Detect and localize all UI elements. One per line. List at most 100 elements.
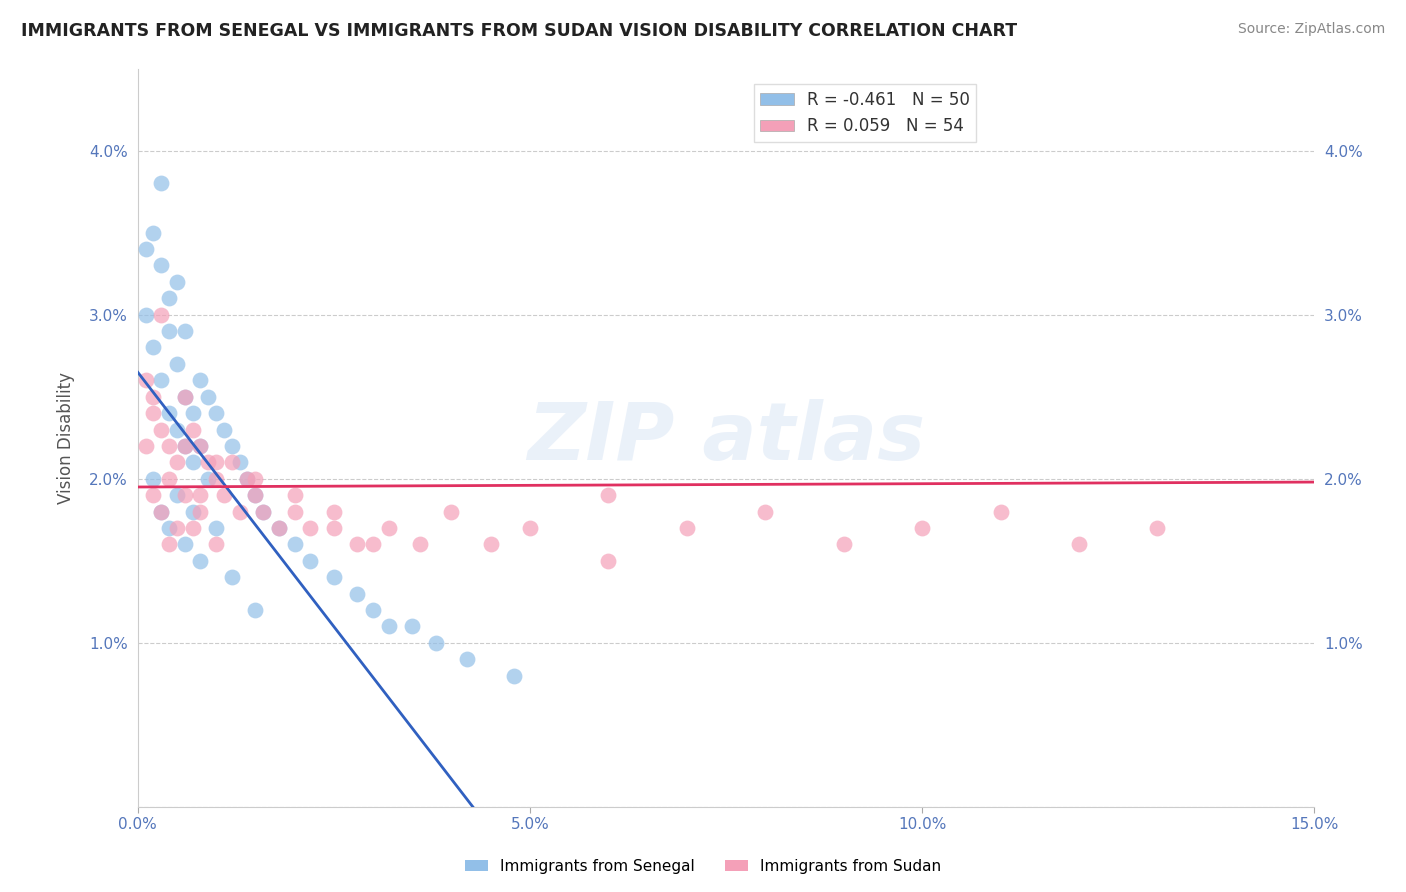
Point bbox=[377, 619, 399, 633]
Point bbox=[181, 423, 204, 437]
Point bbox=[252, 505, 274, 519]
Point bbox=[401, 619, 423, 633]
Point bbox=[190, 439, 212, 453]
Point bbox=[150, 505, 173, 519]
Point bbox=[181, 521, 204, 535]
Point bbox=[134, 373, 156, 387]
Point bbox=[150, 259, 173, 273]
Point bbox=[346, 537, 368, 551]
Point bbox=[221, 455, 243, 469]
Point bbox=[166, 521, 188, 535]
Point bbox=[409, 537, 432, 551]
Text: IMMIGRANTS FROM SENEGAL VS IMMIGRANTS FROM SUDAN VISION DISABILITY CORRELATION C: IMMIGRANTS FROM SENEGAL VS IMMIGRANTS FR… bbox=[21, 22, 1017, 40]
Point bbox=[425, 636, 447, 650]
Point bbox=[212, 423, 235, 437]
Point bbox=[173, 439, 195, 453]
Point bbox=[166, 357, 188, 371]
Point bbox=[205, 537, 228, 551]
Point bbox=[181, 455, 204, 469]
Point bbox=[197, 472, 219, 486]
Point bbox=[322, 505, 344, 519]
Point bbox=[150, 177, 173, 191]
Point bbox=[157, 521, 180, 535]
Point bbox=[166, 455, 188, 469]
Point bbox=[503, 669, 526, 683]
Point bbox=[205, 521, 228, 535]
Point bbox=[190, 439, 212, 453]
Point bbox=[675, 521, 697, 535]
Point bbox=[361, 603, 384, 617]
Point bbox=[142, 226, 165, 240]
Point bbox=[228, 505, 250, 519]
Point bbox=[173, 390, 195, 404]
Point bbox=[157, 406, 180, 420]
Point bbox=[197, 455, 219, 469]
Point bbox=[173, 439, 195, 453]
Point bbox=[142, 472, 165, 486]
Point bbox=[173, 537, 195, 551]
Point bbox=[150, 308, 173, 322]
Point bbox=[166, 423, 188, 437]
Point bbox=[346, 587, 368, 601]
Point bbox=[283, 488, 305, 502]
Point bbox=[245, 472, 267, 486]
Point bbox=[150, 505, 173, 519]
Point bbox=[190, 554, 212, 568]
Point bbox=[157, 537, 180, 551]
Point bbox=[990, 505, 1012, 519]
Point bbox=[142, 406, 165, 420]
Point bbox=[754, 505, 776, 519]
Point bbox=[134, 439, 156, 453]
Point bbox=[322, 521, 344, 535]
Text: Source: ZipAtlas.com: Source: ZipAtlas.com bbox=[1237, 22, 1385, 37]
Point bbox=[134, 242, 156, 256]
Point bbox=[245, 488, 267, 502]
Point bbox=[519, 521, 541, 535]
Point bbox=[245, 603, 267, 617]
Point bbox=[205, 472, 228, 486]
Point bbox=[245, 488, 267, 502]
Legend: R = -0.461   N = 50, R = 0.059   N = 54: R = -0.461 N = 50, R = 0.059 N = 54 bbox=[754, 84, 977, 142]
Point bbox=[911, 521, 934, 535]
Point bbox=[205, 406, 228, 420]
Point bbox=[150, 423, 173, 437]
Point bbox=[157, 439, 180, 453]
Point bbox=[190, 505, 212, 519]
Point bbox=[221, 570, 243, 584]
Y-axis label: Vision Disability: Vision Disability bbox=[58, 372, 75, 504]
Point bbox=[212, 488, 235, 502]
Point bbox=[181, 505, 204, 519]
Point bbox=[377, 521, 399, 535]
Point bbox=[150, 373, 173, 387]
Point bbox=[236, 472, 259, 486]
Point bbox=[598, 554, 620, 568]
Point bbox=[142, 488, 165, 502]
Point bbox=[228, 455, 250, 469]
Point bbox=[283, 537, 305, 551]
Point bbox=[1146, 521, 1168, 535]
Point bbox=[173, 488, 195, 502]
Point bbox=[157, 291, 180, 305]
Text: ZIP atlas: ZIP atlas bbox=[527, 399, 925, 476]
Point bbox=[1067, 537, 1090, 551]
Point bbox=[456, 652, 478, 666]
Point bbox=[598, 488, 620, 502]
Point bbox=[221, 439, 243, 453]
Point bbox=[252, 505, 274, 519]
Point bbox=[832, 537, 855, 551]
Point bbox=[190, 373, 212, 387]
Point bbox=[166, 275, 188, 289]
Point bbox=[134, 308, 156, 322]
Point bbox=[142, 390, 165, 404]
Point bbox=[479, 537, 502, 551]
Point bbox=[142, 341, 165, 355]
Point bbox=[173, 390, 195, 404]
Point bbox=[173, 324, 195, 338]
Point bbox=[166, 488, 188, 502]
Point bbox=[283, 505, 305, 519]
Point bbox=[361, 537, 384, 551]
Point bbox=[299, 521, 322, 535]
Point bbox=[236, 472, 259, 486]
Point bbox=[157, 472, 180, 486]
Point bbox=[299, 554, 322, 568]
